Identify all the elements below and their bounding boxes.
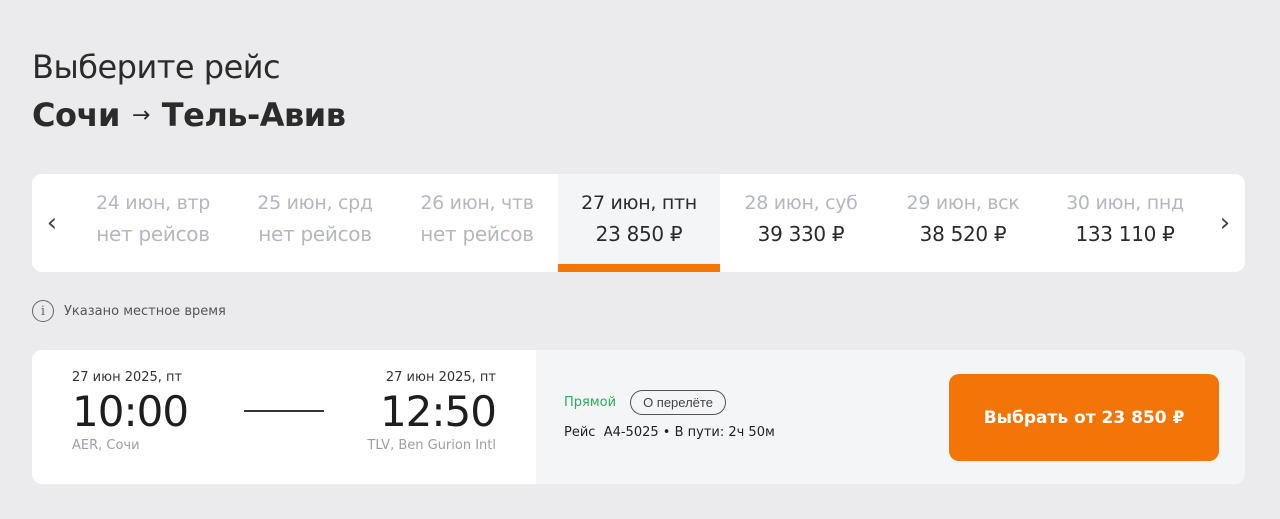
- departure-airport: AER, Сочи: [72, 438, 140, 453]
- arrival-airport: TLV, Ben Gurion Intl: [367, 438, 496, 453]
- date-label: 29 июн, вск: [906, 192, 1020, 214]
- arrow-icon: →: [131, 102, 150, 128]
- date-label: 27 июн, птн: [581, 192, 697, 214]
- date-price: нет рейсов: [258, 222, 372, 246]
- chevron-right-icon[interactable]: ›: [1219, 208, 1231, 238]
- flight-card: 27 июн 2025, пт 10:00 AER, Сочи 27 июн 2…: [32, 350, 1245, 484]
- page-title: Выберите рейс: [32, 48, 281, 86]
- date-tab-selected[interactable]: 27 июн, птн 23 850 ₽: [558, 174, 720, 272]
- date-price: нет рейсов: [420, 222, 534, 246]
- date-price: 23 850 ₽: [595, 222, 683, 246]
- flight-info: Прямой О перелёте Рейс A4-5025 • В пути:…: [564, 390, 775, 440]
- arrival-time: 12:50: [379, 387, 497, 436]
- date-price: нет рейсов: [96, 222, 210, 246]
- departure-time: 10:00: [72, 387, 189, 436]
- info-icon: i: [32, 300, 54, 322]
- date-tab[interactable]: 29 июн, вск 38 520 ₽: [882, 174, 1044, 272]
- date-tab[interactable]: 26 июн, чтв нет рейсов: [396, 174, 558, 272]
- origin: Сочи: [32, 96, 120, 134]
- date-label: 28 июн, суб: [744, 192, 858, 214]
- date-selector: ‹ 24 июн, втр нет рейсов 25 июн, срд нет ре…: [32, 174, 1245, 272]
- about-flight-button[interactable]: О перелёте: [630, 390, 726, 415]
- date-tab[interactable]: 28 июн, суб 39 330 ₽: [720, 174, 882, 272]
- local-time-note: i Указано местное время: [32, 300, 226, 322]
- destination: Тель-Авив: [161, 96, 346, 134]
- date-tab[interactable]: 25 июн, срд нет рейсов: [234, 174, 396, 272]
- date-price: 133 110 ₽: [1075, 222, 1175, 246]
- select-flight-button[interactable]: Выбрать от 23 850 ₽: [949, 374, 1219, 461]
- route-title: Сочи → Тель-Авив: [32, 96, 346, 134]
- local-time-text: Указано местное время: [64, 303, 226, 319]
- chevron-left-icon[interactable]: ‹: [46, 208, 58, 238]
- date-tab[interactable]: 30 июн, пнд 133 110 ₽: [1044, 174, 1206, 272]
- arrival-date: 27 июн 2025, пт: [385, 370, 496, 385]
- direct-badge: Прямой: [564, 395, 617, 410]
- date-label: 26 июн, чтв: [420, 192, 534, 214]
- date-price: 38 520 ₽: [919, 222, 1007, 246]
- departure-date: 27 июн 2025, пт: [72, 370, 183, 385]
- date-label: 25 июн, срд: [257, 192, 373, 214]
- date-tab[interactable]: 24 июн, втр нет рейсов: [72, 174, 234, 272]
- departure: 27 июн 2025, пт 10:00 AER, Сочи: [72, 370, 189, 453]
- arrival: 27 июн 2025, пт 12:50 TLV, Ben Gurion In…: [367, 370, 497, 453]
- route-line: [244, 410, 324, 412]
- flight-details: Рейс A4-5025 • В пути: 2ч 50м: [564, 425, 775, 440]
- date-price: 39 330 ₽: [757, 222, 845, 246]
- date-label: 30 июн, пнд: [1066, 192, 1184, 214]
- date-label: 24 июн, втр: [95, 192, 211, 214]
- flight-times: 27 июн 2025, пт 10:00 AER, Сочи 27 июн 2…: [32, 350, 536, 484]
